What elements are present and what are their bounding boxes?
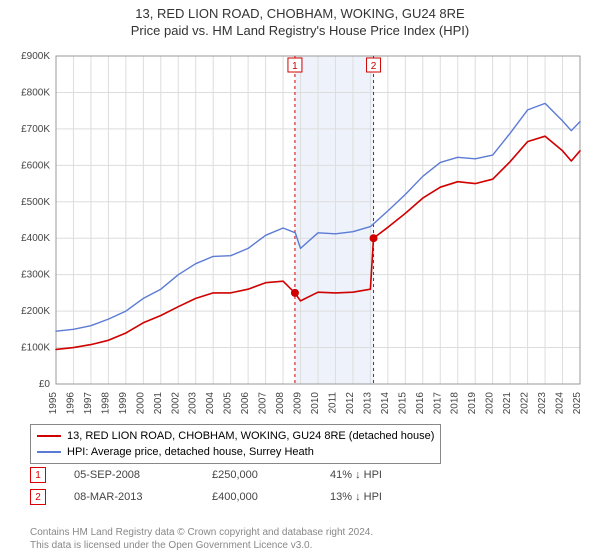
svg-text:2016: 2016 xyxy=(415,392,426,415)
marker-price: £250,000 xyxy=(212,469,302,481)
page-title: 13, RED LION ROAD, CHOBHAM, WOKING, GU24… xyxy=(0,6,600,21)
svg-text:1997: 1997 xyxy=(83,392,94,415)
svg-text:2009: 2009 xyxy=(293,392,304,415)
legend-item: 13, RED LION ROAD, CHOBHAM, WOKING, GU24… xyxy=(37,428,434,444)
svg-text:£300K: £300K xyxy=(21,270,50,281)
legend: 13, RED LION ROAD, CHOBHAM, WOKING, GU24… xyxy=(30,424,441,464)
attribution-line-1: Contains HM Land Registry data © Crown c… xyxy=(30,526,373,539)
svg-text:£200K: £200K xyxy=(21,306,50,317)
marker-delta: 41% ↓ HPI xyxy=(330,469,430,481)
svg-text:2024: 2024 xyxy=(555,392,566,415)
svg-text:2012: 2012 xyxy=(345,392,356,415)
svg-text:2005: 2005 xyxy=(223,392,234,415)
svg-text:2020: 2020 xyxy=(485,392,496,415)
legend-label: 13, RED LION ROAD, CHOBHAM, WOKING, GU24… xyxy=(67,430,434,442)
svg-text:2014: 2014 xyxy=(380,392,391,415)
svg-text:£700K: £700K xyxy=(21,124,50,135)
marker-badge: 2 xyxy=(30,489,46,505)
legend-swatch xyxy=(37,451,61,453)
svg-text:2: 2 xyxy=(371,61,377,72)
svg-text:£600K: £600K xyxy=(21,160,50,171)
legend-swatch xyxy=(37,435,61,437)
svg-text:1: 1 xyxy=(292,61,298,72)
svg-text:2000: 2000 xyxy=(135,392,146,415)
svg-text:2025: 2025 xyxy=(572,392,583,415)
svg-text:2011: 2011 xyxy=(327,392,338,414)
svg-text:1998: 1998 xyxy=(100,392,111,415)
marker-date: 08-MAR-2013 xyxy=(74,491,184,503)
marker-table: 1 05-SEP-2008 £250,000 41% ↓ HPI 2 08-MAR-201… xyxy=(30,464,430,508)
attribution-line-2: This data is licensed under the Open Gov… xyxy=(30,539,373,552)
svg-text:2019: 2019 xyxy=(467,392,478,415)
marker-row: 1 05-SEP-2008 £250,000 41% ↓ HPI xyxy=(30,464,430,486)
svg-text:2007: 2007 xyxy=(258,392,269,415)
legend-label: HPI: Average price, detached house, Surr… xyxy=(67,446,314,458)
svg-text:2006: 2006 xyxy=(240,392,251,415)
svg-text:2008: 2008 xyxy=(275,392,286,415)
svg-text:£500K: £500K xyxy=(21,197,50,208)
svg-text:£900K: £900K xyxy=(21,51,50,62)
svg-text:1996: 1996 xyxy=(65,392,76,415)
svg-text:2002: 2002 xyxy=(170,392,181,415)
svg-text:2015: 2015 xyxy=(397,392,408,415)
svg-text:£100K: £100K xyxy=(21,343,50,354)
attribution: Contains HM Land Registry data © Crown c… xyxy=(30,526,373,552)
marker-price: £400,000 xyxy=(212,491,302,503)
price-chart: £0 £100K £200K £300K £400K £500K £600K £700K £80… xyxy=(10,48,590,418)
svg-text:£0: £0 xyxy=(39,379,51,390)
svg-text:£400K: £400K xyxy=(21,233,50,244)
svg-text:2001: 2001 xyxy=(153,392,164,415)
svg-text:2022: 2022 xyxy=(520,392,531,415)
page-subtitle: Price paid vs. HM Land Registry's House … xyxy=(0,23,600,38)
legend-item: HPI: Average price, detached house, Surr… xyxy=(37,444,434,460)
svg-text:2021: 2021 xyxy=(502,392,513,415)
svg-text:2004: 2004 xyxy=(205,392,216,415)
svg-text:2010: 2010 xyxy=(310,392,321,415)
marker-date: 05-SEP-2008 xyxy=(74,469,184,481)
svg-text:2013: 2013 xyxy=(362,392,373,415)
svg-text:2023: 2023 xyxy=(537,392,548,415)
svg-text:2017: 2017 xyxy=(432,392,443,415)
marker-badge: 1 xyxy=(30,467,46,483)
marker-delta: 13% ↓ HPI xyxy=(330,491,430,503)
svg-text:1999: 1999 xyxy=(118,392,129,415)
svg-text:2018: 2018 xyxy=(450,392,461,415)
svg-text:1995: 1995 xyxy=(48,392,59,415)
svg-text:£800K: £800K xyxy=(21,87,50,98)
svg-text:2003: 2003 xyxy=(188,392,199,415)
marker-row: 2 08-MAR-2013 £400,000 13% ↓ HPI xyxy=(30,486,430,508)
